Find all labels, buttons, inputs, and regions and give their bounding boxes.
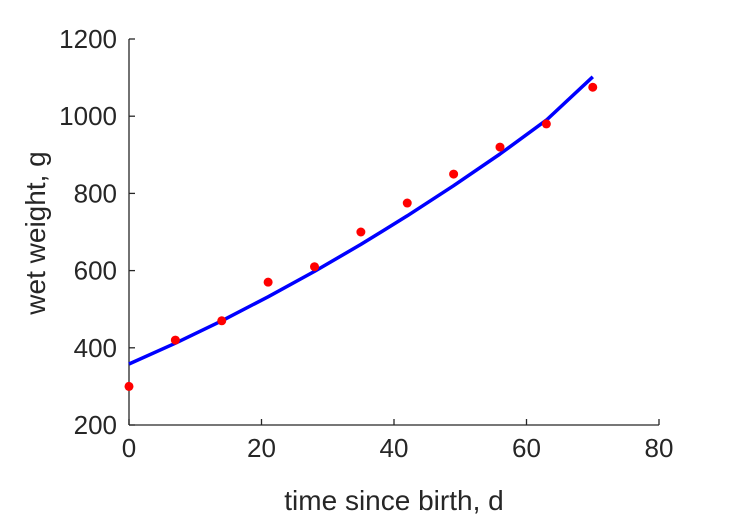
data-point	[356, 227, 366, 237]
data-point	[449, 169, 459, 179]
y-axis-label: wet weight, g	[20, 151, 51, 315]
fit-curve	[128, 75, 594, 366]
data-point	[124, 381, 134, 391]
y-tick-label: 1000	[59, 101, 117, 131]
data-point	[588, 82, 598, 92]
ticks: 0 20 40 60 80 200 400 600 800 1000 1200	[59, 24, 673, 463]
x-tick-label: 20	[247, 433, 276, 463]
y-tick-label: 200	[74, 410, 117, 440]
y-tick-label: 1200	[59, 24, 117, 54]
x-tick-label: 60	[512, 433, 541, 463]
data-point	[402, 198, 412, 208]
fit-line-series	[128, 75, 594, 366]
axes	[128, 39, 659, 426]
y-tick-label: 800	[74, 178, 117, 208]
x-tick-label: 0	[122, 433, 136, 463]
data-point	[495, 142, 505, 152]
data-points-series	[124, 82, 598, 391]
x-tick-label: 40	[380, 433, 409, 463]
y-tick-label: 400	[74, 333, 117, 363]
data-point	[541, 119, 551, 129]
data-point	[263, 277, 273, 287]
y-tick-label: 600	[74, 256, 117, 286]
x-tick-label: 80	[645, 433, 674, 463]
x-axis-label: time since birth, d	[284, 485, 503, 516]
data-point	[217, 316, 227, 326]
data-point	[310, 262, 319, 272]
data-point	[170, 335, 180, 345]
